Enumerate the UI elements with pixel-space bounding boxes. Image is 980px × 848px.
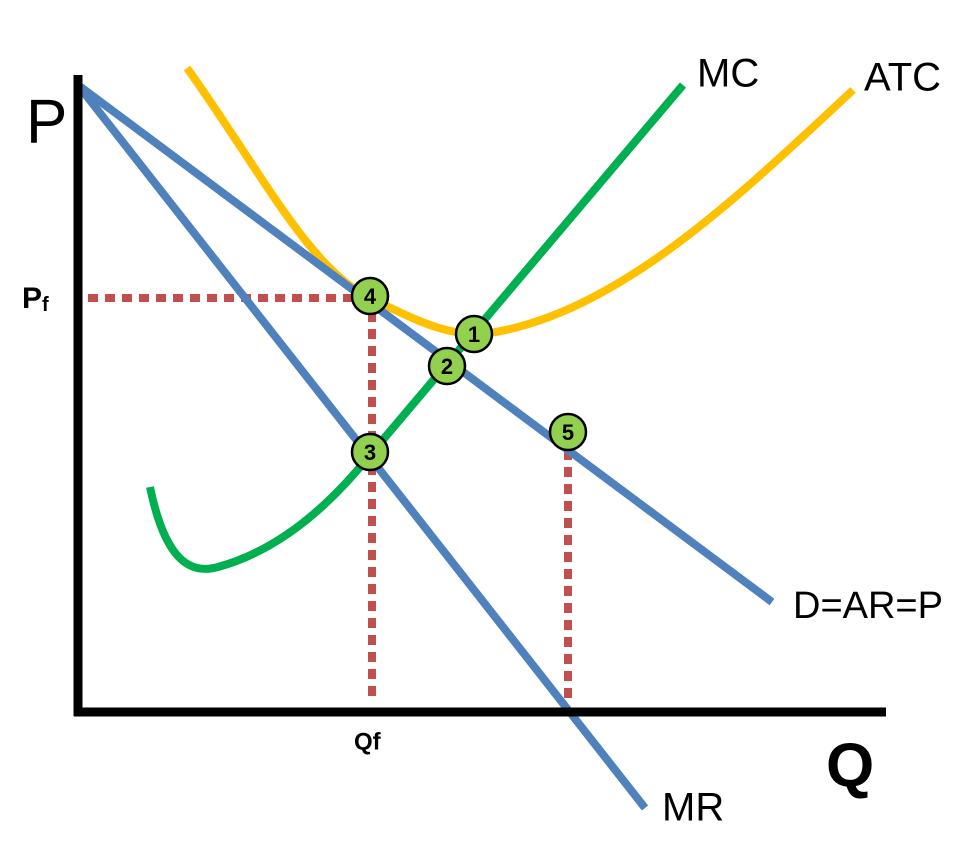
demand-label: D=AR=P bbox=[793, 585, 943, 627]
mc-curve bbox=[146, 82, 687, 573]
point-label: 3 bbox=[364, 440, 376, 465]
y-axis-label: P bbox=[26, 87, 67, 156]
point: 4 bbox=[350, 276, 390, 316]
atc-label: ATC bbox=[864, 56, 941, 100]
price-level-main: P bbox=[22, 282, 42, 315]
point-label: 2 bbox=[441, 354, 453, 379]
point-marker bbox=[350, 276, 390, 316]
point-marker bbox=[427, 346, 467, 386]
point: 3 bbox=[350, 432, 390, 472]
mr-label: MR bbox=[662, 786, 724, 830]
point-marker bbox=[350, 432, 390, 472]
price-level-sub: f bbox=[42, 294, 49, 316]
point-marker bbox=[454, 314, 494, 354]
atc-curve bbox=[183, 65, 856, 338]
price-level-label: Pf bbox=[22, 282, 49, 316]
point: 1 bbox=[454, 314, 494, 354]
point: 2 bbox=[427, 346, 467, 386]
quantity-level-label: Qf bbox=[354, 728, 382, 755]
point: 5 bbox=[548, 412, 588, 452]
point-label: 4 bbox=[364, 284, 377, 309]
point-label: 1 bbox=[468, 322, 480, 347]
demand-curve bbox=[75, 81, 775, 606]
x-axis-label: Q bbox=[826, 731, 874, 800]
point-label: 5 bbox=[562, 420, 574, 445]
point-marker bbox=[548, 412, 588, 452]
mc-label: MC bbox=[697, 52, 759, 96]
